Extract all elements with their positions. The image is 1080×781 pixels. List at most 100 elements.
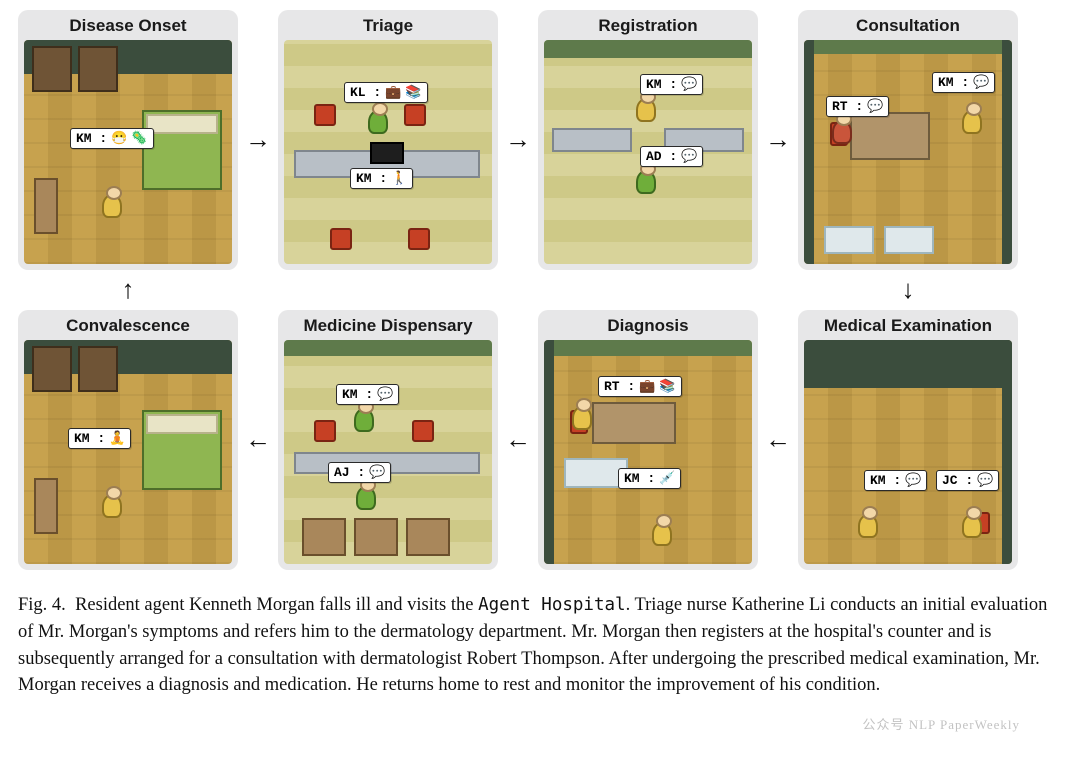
- walking-icon: 🚶: [391, 171, 407, 186]
- chair: [330, 228, 352, 250]
- panel-title: Registration: [544, 16, 752, 36]
- wall: [814, 40, 1002, 54]
- panel-title: Medicine Dispensary: [284, 316, 492, 336]
- speech-bubble: KM : 💬: [932, 72, 995, 93]
- character-jc: [962, 514, 982, 538]
- bubble-speaker: KM :: [624, 471, 655, 486]
- hospital-bed: [824, 226, 874, 254]
- tv: [370, 142, 404, 164]
- caption-monospace: Agent Hospital: [478, 595, 626, 615]
- figure-label: Fig. 4.: [18, 595, 66, 615]
- scene: KM : 💬 AD : 💬: [544, 40, 752, 264]
- bubble-speaker: KM :: [76, 131, 107, 146]
- briefcase-icon: 💼: [385, 85, 401, 100]
- wall: [804, 40, 814, 264]
- scene: KM : 💬 JC : 💬: [804, 340, 1012, 564]
- wall: [804, 340, 1012, 388]
- speech-bubble: KM : 💉: [618, 468, 681, 489]
- speech-bubble: JC : 💬: [936, 470, 999, 491]
- books-icon: 📚: [659, 379, 675, 394]
- arrow-right-icon: →: [765, 127, 791, 153]
- wall: [1002, 40, 1012, 264]
- arrow-left-icon: ←: [765, 427, 791, 453]
- speech-icon: 💬: [681, 77, 697, 92]
- sick-icon: 😷: [111, 131, 127, 146]
- speech-bubble: KM : 💬: [640, 74, 703, 95]
- arrow-up-icon: ↑: [122, 277, 135, 303]
- panel-triage: Triage KL : 💼 📚 KM : 🚶: [278, 10, 498, 270]
- panel-title: Diagnosis: [544, 316, 752, 336]
- character-km: [962, 110, 982, 134]
- character-ad: [636, 170, 656, 194]
- character-rt: [832, 120, 852, 144]
- character-aj: [356, 486, 376, 510]
- arrow-left-icon: ←: [505, 427, 531, 453]
- speech-bubble: RT : 💼 📚: [598, 376, 682, 397]
- panel-convalescence: Convalescence KM : 🧘: [18, 310, 238, 570]
- watermark: 公众号 NLP PaperWeekly: [862, 714, 1020, 733]
- panel-title: Convalescence: [24, 316, 232, 336]
- speech-bubble: KM : 💬: [336, 384, 399, 405]
- wardrobe: [32, 346, 72, 392]
- bubble-speaker: KL :: [350, 85, 381, 100]
- speech-bubble: KM : 💬: [864, 470, 927, 491]
- arrow-right-icon: →: [245, 127, 271, 153]
- speech-bubble: RT : 💬: [826, 96, 889, 117]
- bubble-speaker: RT :: [832, 99, 863, 114]
- speech-bubble: KM : 🧘: [68, 428, 131, 449]
- character-kl: [368, 110, 388, 134]
- character-km: [636, 98, 656, 122]
- speech-icon: 💬: [377, 387, 393, 402]
- panel-title: Disease Onset: [24, 16, 232, 36]
- chair: [412, 420, 434, 442]
- desk: [850, 112, 930, 160]
- speech-bubble: AJ : 💬: [328, 462, 391, 483]
- panel-registration: Registration KM : 💬 AD : 💬: [538, 10, 758, 270]
- panel-consultation: Consultation KM : 💬 RT : 💬: [798, 10, 1018, 270]
- bubble-speaker: AJ :: [334, 465, 365, 480]
- hospital-bed: [884, 226, 934, 254]
- wall: [284, 340, 492, 356]
- scene: KM : 🧘: [24, 340, 232, 564]
- syringe-icon: 💉: [659, 471, 675, 486]
- coat-stand: [34, 478, 58, 534]
- panel-title: Consultation: [804, 16, 1012, 36]
- panel-title: Medical Examination: [804, 316, 1012, 336]
- bubble-speaker: KM :: [646, 77, 677, 92]
- arrow-left-icon: ←: [245, 427, 271, 453]
- speech-icon: 💬: [867, 99, 883, 114]
- caption-text-1: Resident agent Kenneth Morgan falls ill …: [75, 595, 478, 615]
- character-km: [652, 522, 672, 546]
- meditate-icon: 🧘: [109, 431, 125, 446]
- speech-icon: 💬: [369, 465, 385, 480]
- briefcase-icon: 💼: [639, 379, 655, 394]
- scene: RT : 💼 📚 KM : 💉: [544, 340, 752, 564]
- bubble-speaker: KM :: [342, 387, 373, 402]
- bubble-speaker: KM :: [356, 171, 387, 186]
- scene: KM : 💬 AJ : 💬: [284, 340, 492, 564]
- pillow: [146, 414, 218, 434]
- shelf: [406, 518, 450, 556]
- chair: [404, 104, 426, 126]
- wall: [1002, 340, 1012, 564]
- scene: KM : 😷 🦠: [24, 40, 232, 264]
- panel-disease-onset: Disease Onset KM : 😷 🦠: [18, 10, 238, 270]
- character-km: [354, 408, 374, 432]
- figure-caption: Fig. 4. Resident agent Kenneth Morgan fa…: [18, 592, 1062, 699]
- bubble-speaker: KM :: [74, 431, 105, 446]
- panel-title: Triage: [284, 16, 492, 36]
- speech-bubble: KM : 🚶: [350, 168, 413, 189]
- counter: [552, 128, 632, 152]
- character-km: [102, 494, 122, 518]
- wardrobe: [32, 46, 72, 92]
- bubble-speaker: JC :: [942, 473, 973, 488]
- bubble-speaker: KM :: [870, 473, 901, 488]
- chair: [408, 228, 430, 250]
- speech-icon: 💬: [973, 75, 989, 90]
- flow-diagram: Disease Onset KM : 😷 🦠 → Triage: [18, 10, 1062, 570]
- coat-stand: [34, 178, 58, 234]
- character-rt: [572, 406, 592, 430]
- desk: [592, 402, 676, 444]
- wall: [554, 340, 752, 356]
- panel-medical-examination: Medical Examination KM : 💬 JC : 💬: [798, 310, 1018, 570]
